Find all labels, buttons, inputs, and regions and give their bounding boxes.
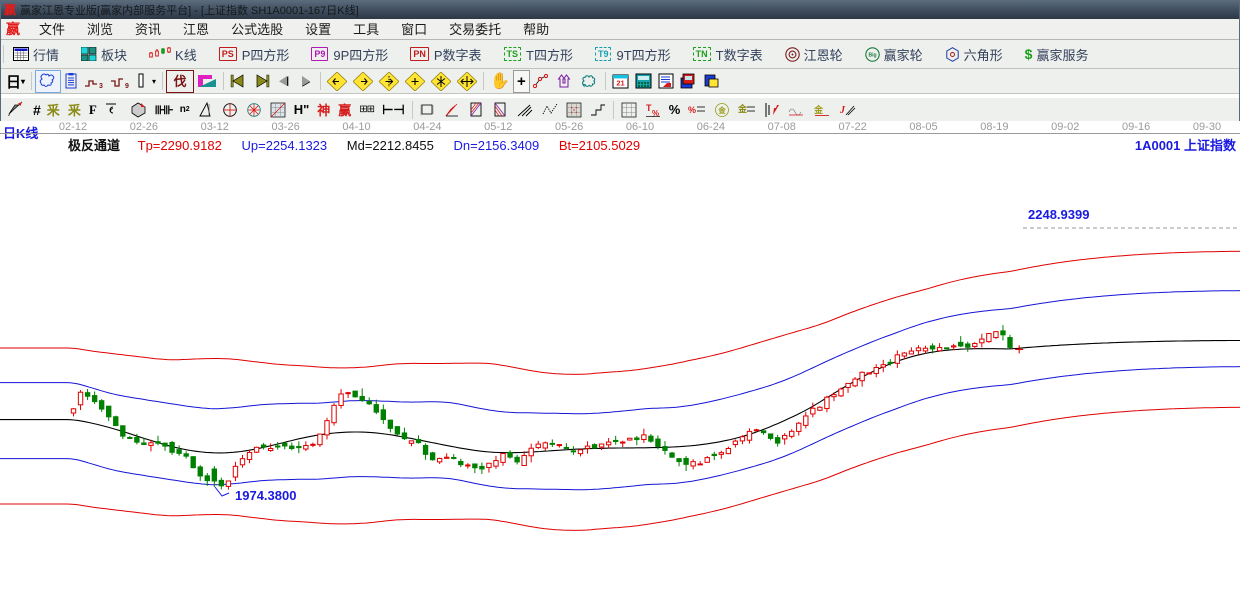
svg-text:Big: Big	[868, 52, 876, 58]
svg-text:伐: 伐	[174, 74, 187, 89]
svg-text:9: 9	[125, 83, 129, 89]
svg-text:金: 金	[718, 105, 727, 115]
svg-text:金: 金	[814, 104, 824, 115]
svg-text:%: %	[688, 105, 696, 115]
svg-text:3: 3	[99, 83, 103, 89]
svg-text:21: 21	[616, 79, 624, 88]
svg-text:金: 金	[738, 103, 748, 114]
svg-text:J: J	[840, 105, 846, 116]
